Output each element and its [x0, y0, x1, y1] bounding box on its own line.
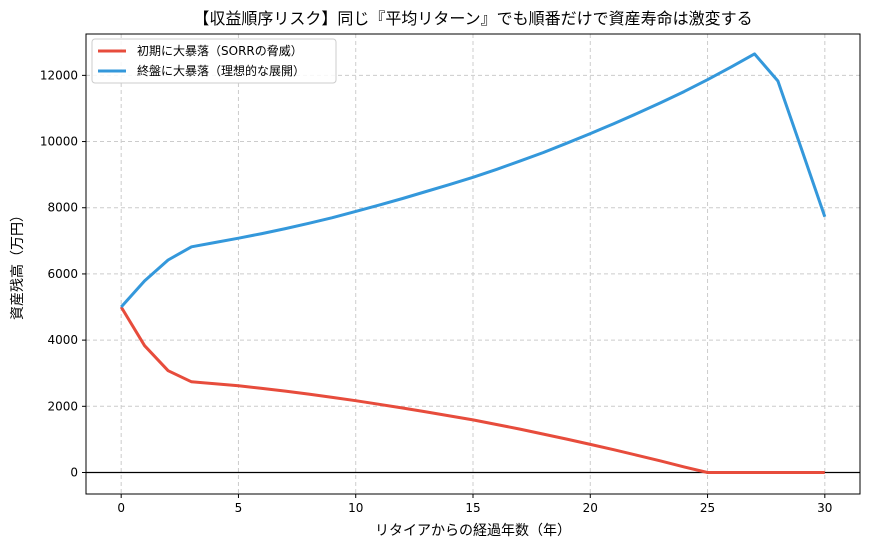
legend-label-1: 終盤に大暴落（理想的な展開） — [137, 63, 305, 78]
y-tick-label: 4000 — [47, 333, 78, 347]
legend-box — [91, 38, 337, 84]
x-tick-label: 5 — [235, 501, 243, 515]
series-lines — [119, 52, 827, 474]
x-tick-label: 15 — [465, 501, 480, 515]
y-tick-label: 12000 — [40, 68, 78, 82]
y-axis: 0 2000 4000 6000 8000 10000 12000 — [40, 68, 86, 479]
y-tick-label: 8000 — [47, 201, 78, 215]
series-line-1 — [120, 52, 827, 309]
y-tick-label: 2000 — [47, 399, 78, 413]
grid — [86, 34, 860, 494]
x-axis-label: リタイアからの経過年数（年） — [375, 523, 571, 539]
x-tick-label: 30 — [817, 501, 832, 515]
x-tick-label: 10 — [348, 501, 363, 515]
y-tick-label: 10000 — [40, 135, 78, 149]
y-tick-label: 0 — [70, 465, 78, 479]
y-tick-label: 6000 — [47, 267, 78, 281]
legend-label-0: 初期に大暴落（SORRの脅威） — [137, 43, 303, 58]
x-axis: 0 5 10 15 20 25 30 — [117, 494, 832, 515]
chart-title: 【収益順序リスク】同じ『平均リターン』でも順番だけで資産寿命は激変する — [193, 9, 752, 28]
x-tick-label: 0 — [117, 501, 125, 515]
series-line-0 — [119, 306, 825, 474]
plot-frame — [85, 33, 861, 495]
y-axis-label: 資産残高（万円） — [9, 208, 26, 320]
legend: 初期に大暴落（SORRの脅威） 終盤に大暴落（理想的な展開） — [91, 38, 337, 84]
x-tick-label: 25 — [700, 501, 715, 515]
x-tick-label: 20 — [583, 501, 598, 515]
